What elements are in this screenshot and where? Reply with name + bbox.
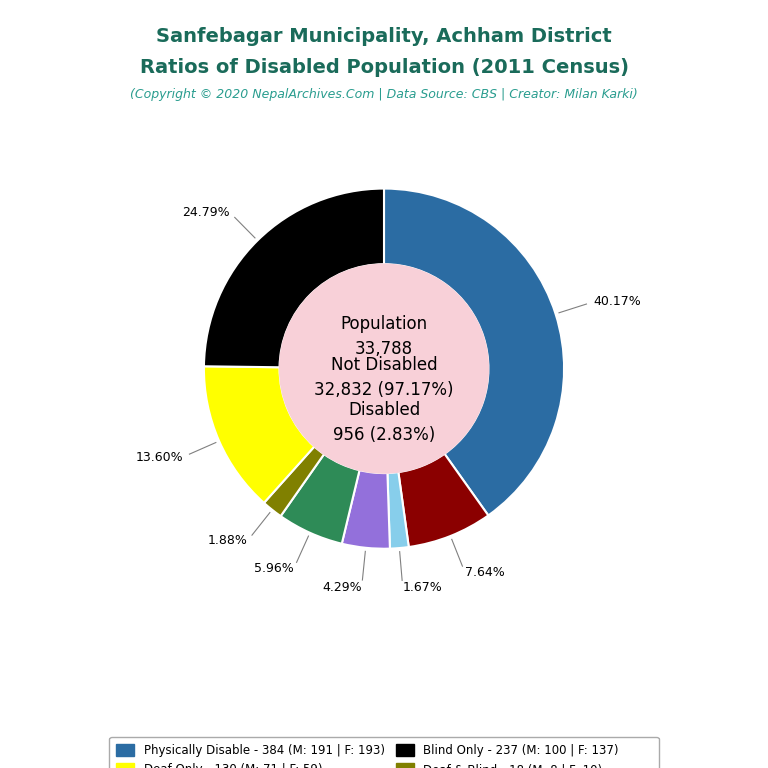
Wedge shape: [204, 366, 314, 503]
Text: Sanfebagar Municipality, Achham District: Sanfebagar Municipality, Achham District: [156, 27, 612, 46]
Legend: Physically Disable - 384 (M: 191 | F: 193), Deaf Only - 130 (M: 71 | F: 59), Spe: Physically Disable - 384 (M: 191 | F: 19…: [109, 737, 659, 768]
Text: Ratios of Disabled Population (2011 Census): Ratios of Disabled Population (2011 Cens…: [140, 58, 628, 77]
Text: Not Disabled
32,832 (97.17%): Not Disabled 32,832 (97.17%): [314, 356, 454, 399]
Text: Disabled
956 (2.83%): Disabled 956 (2.83%): [333, 401, 435, 444]
Text: 1.67%: 1.67%: [402, 581, 442, 594]
Wedge shape: [384, 189, 564, 515]
Circle shape: [280, 264, 488, 473]
Text: 7.64%: 7.64%: [465, 566, 505, 579]
Wedge shape: [264, 446, 324, 516]
Wedge shape: [342, 470, 390, 548]
Text: Population
33,788: Population 33,788: [340, 315, 428, 358]
Wedge shape: [280, 454, 359, 544]
Wedge shape: [399, 454, 488, 547]
Text: 5.96%: 5.96%: [254, 562, 293, 575]
Text: 4.29%: 4.29%: [322, 581, 362, 594]
Wedge shape: [204, 189, 384, 367]
Text: 1.88%: 1.88%: [207, 535, 247, 548]
Text: (Copyright © 2020 NepalArchives.Com | Data Source: CBS | Creator: Milan Karki): (Copyright © 2020 NepalArchives.Com | Da…: [130, 88, 638, 101]
Text: 13.60%: 13.60%: [135, 451, 183, 464]
Text: 24.79%: 24.79%: [182, 206, 230, 219]
Text: 40.17%: 40.17%: [594, 296, 641, 308]
Wedge shape: [387, 472, 409, 548]
